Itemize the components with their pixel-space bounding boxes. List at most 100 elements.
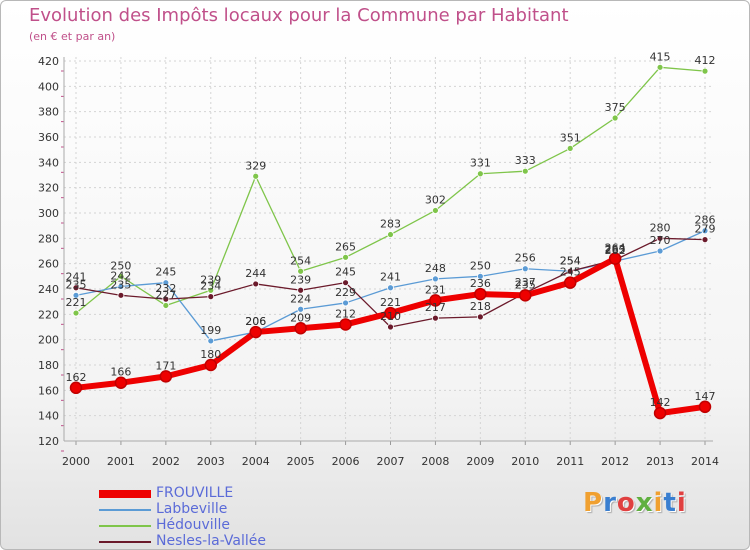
point-hedouville (297, 267, 305, 275)
point-frouville (474, 287, 487, 301)
point-labbeville (342, 299, 349, 307)
x-tick-label: 2013 (646, 455, 674, 468)
data-label-labbeville: 254 (560, 254, 581, 267)
data-label-frouville: 236 (470, 277, 491, 290)
proxiti-logo: Proxiti (583, 488, 687, 518)
point-frouville (294, 322, 307, 335)
x-tick-label: 2009 (466, 455, 494, 468)
logo-letter: i (653, 488, 664, 518)
x-tick-label: 2003 (197, 455, 225, 468)
legend-swatch (99, 509, 151, 511)
data-label-labbeville: 199 (200, 324, 221, 337)
data-label-nesles-la-vallee: 279 (695, 223, 716, 236)
data-label-labbeville: 241 (380, 271, 401, 284)
data-label-hedouville: 265 (335, 240, 356, 253)
data-label-nesles-la-vallee: 234 (200, 280, 221, 293)
y-tick-label: 160 (38, 384, 59, 397)
x-tick-label: 2001 (107, 455, 135, 468)
y-tick-label: 260 (38, 258, 59, 271)
data-label-hedouville: 250 (110, 259, 131, 272)
point-frouville (429, 294, 442, 307)
data-label-frouville: 147 (695, 390, 716, 403)
data-label-labbeville: 262 (605, 244, 626, 257)
data-label-hedouville: 239 (200, 273, 221, 286)
y-tick-label: 300 (38, 207, 59, 220)
data-label-frouville: 245 (560, 266, 581, 279)
data-label-nesles-la-vallee: 210 (380, 310, 401, 323)
data-label-hedouville: 412 (695, 54, 716, 67)
point-nesles-la-vallee (297, 286, 305, 294)
point-nesles-la-vallee (252, 280, 260, 288)
data-label-frouville: 180 (200, 348, 221, 361)
data-label-hedouville: 221 (66, 296, 87, 309)
data-label-frouville: 235 (515, 278, 536, 291)
legend-swatch (99, 541, 151, 543)
point-hedouville (162, 302, 170, 309)
y-tick-label: 200 (38, 334, 59, 347)
x-tick-label: 2012 (601, 455, 629, 468)
data-label-frouville: 171 (155, 359, 176, 372)
point-labbeville (387, 284, 394, 292)
point-nesles-la-vallee (342, 279, 349, 287)
point-hedouville (342, 253, 349, 261)
point-nesles-la-vallee (432, 314, 439, 322)
y-tick-label: 120 (38, 435, 59, 448)
point-hedouville (117, 272, 125, 280)
data-label-labbeville: 270 (650, 234, 671, 247)
x-tick-label: 2014 (691, 455, 719, 468)
point-labbeville (117, 283, 125, 290)
point-frouville (698, 400, 712, 414)
x-tick-label: 2002 (152, 455, 180, 468)
data-label-nesles-la-vallee: 263 (605, 243, 626, 256)
series (69, 63, 712, 420)
point-hedouville (611, 114, 619, 122)
point-hedouville (72, 309, 80, 317)
data-label-labbeville: 248 (425, 262, 446, 275)
y-tick-label: 340 (38, 156, 59, 169)
data-label-frouville: 162 (66, 371, 87, 384)
point-hedouville (432, 207, 439, 214)
legend-label: Labbeville (156, 501, 228, 517)
data-label-hedouville: 375 (605, 101, 626, 114)
point-frouville (653, 406, 667, 420)
data-label-labbeville: 224 (290, 292, 311, 305)
point-labbeville (521, 265, 529, 273)
data-label-labbeville: 245 (155, 266, 176, 279)
data-label-frouville: 206 (245, 315, 266, 328)
point-hedouville (656, 63, 664, 71)
point-hedouville (387, 231, 394, 238)
point-frouville (563, 276, 577, 289)
data-label-nesles-la-vallee: 280 (650, 221, 671, 234)
data-label-hedouville: 351 (560, 131, 581, 144)
data-label-labbeville: 206 (245, 315, 266, 328)
point-nesles-la-vallee (476, 313, 484, 321)
point-frouville (114, 376, 128, 389)
y-tick-label: 280 (38, 232, 59, 245)
point-nesles-la-vallee (117, 291, 125, 299)
data-label-nesles-la-vallee: 218 (470, 300, 491, 313)
y-tick-label: 320 (38, 182, 59, 195)
data-label-nesles-la-vallee: 254 (560, 254, 581, 267)
data-label-labbeville: 229 (335, 286, 356, 299)
data-label-hedouville: 331 (470, 157, 491, 170)
data-label-hedouville: 333 (515, 154, 536, 167)
x-tick-label: 2000 (62, 455, 90, 468)
point-labbeville (72, 291, 80, 299)
x-tick-label: 2011 (556, 455, 584, 468)
x-tick-label: 2004 (242, 455, 270, 468)
point-frouville (384, 306, 397, 320)
point-frouville (519, 289, 532, 302)
point-nesles-la-vallee (656, 234, 664, 242)
point-labbeville (432, 275, 439, 283)
data-label-hedouville: 227 (155, 288, 176, 301)
legend-label: FROUVILLE (156, 485, 234, 501)
point-frouville (159, 370, 173, 383)
y-tick-label: 140 (38, 410, 59, 423)
x-tick-label: 2010 (511, 455, 539, 468)
data-label-frouville: 212 (335, 307, 356, 320)
data-label-hedouville: 254 (290, 254, 311, 267)
point-hedouville (701, 67, 709, 75)
point-frouville (608, 252, 622, 265)
data-label-frouville: 166 (110, 366, 131, 379)
